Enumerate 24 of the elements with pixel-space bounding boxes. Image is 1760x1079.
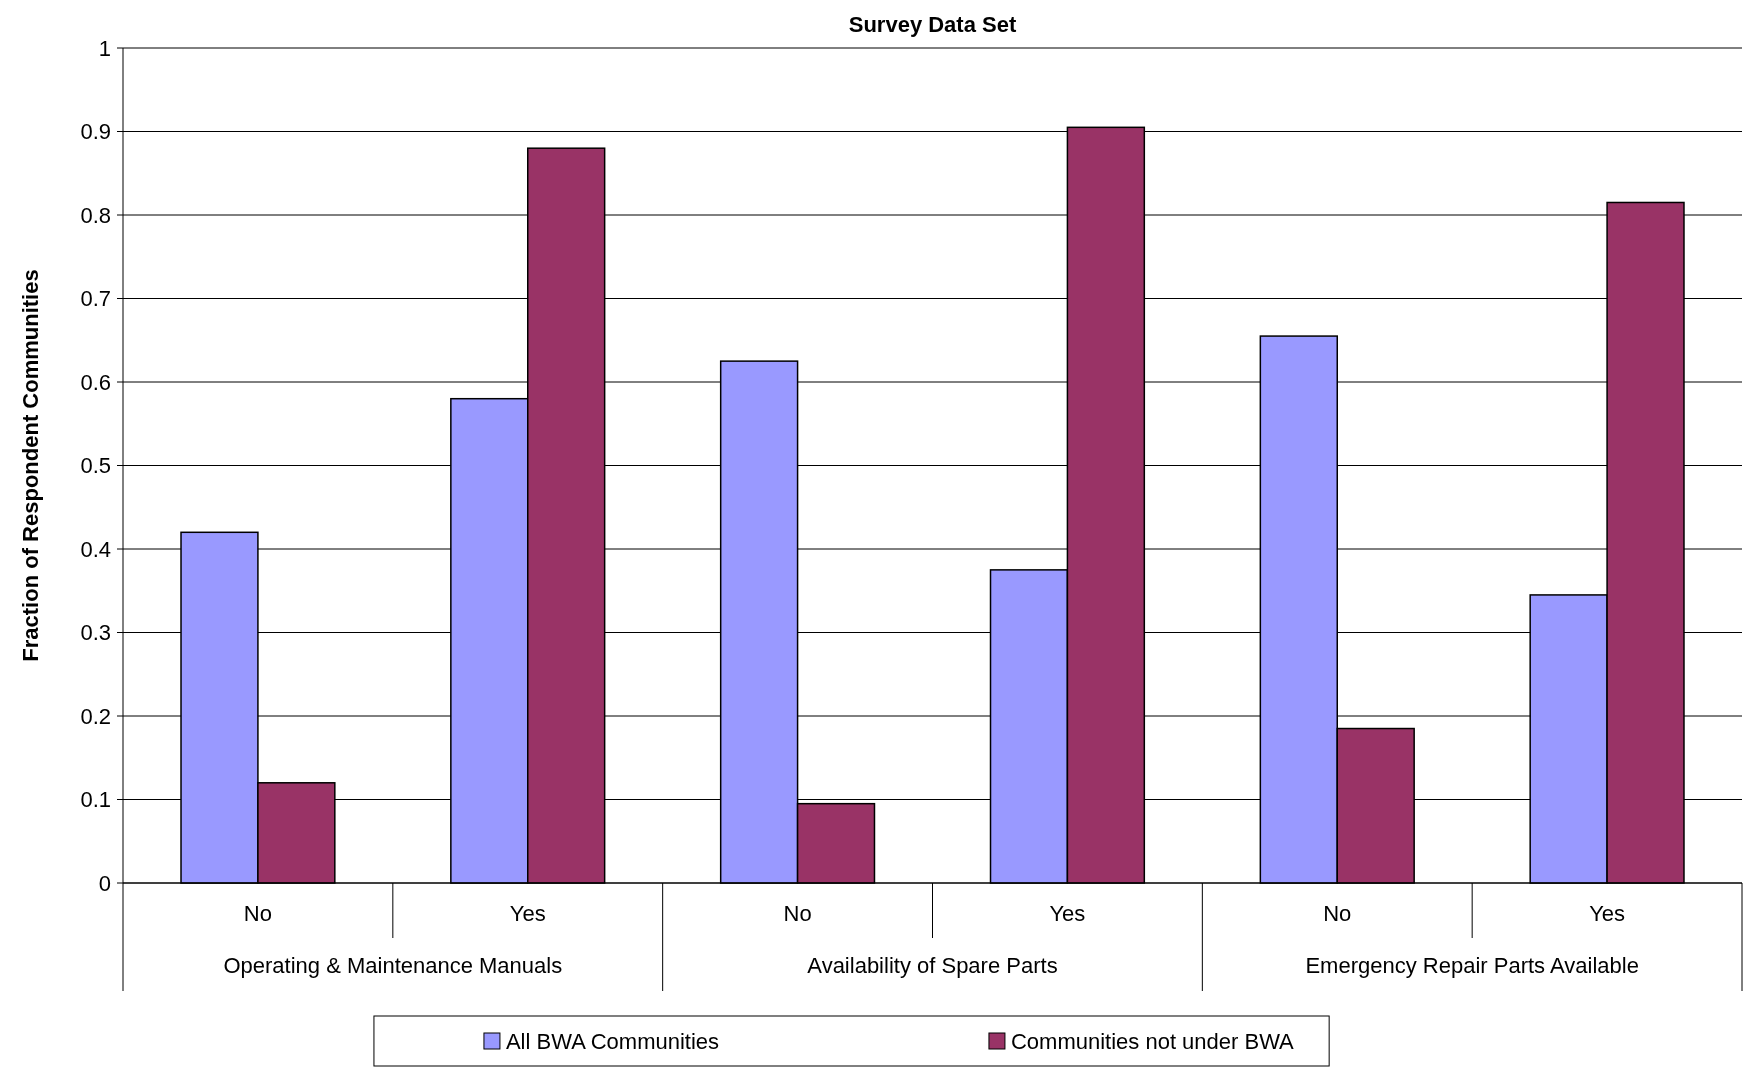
x-tick-label: No bbox=[1323, 901, 1352, 926]
y-tick-label: 0.6 bbox=[80, 369, 111, 395]
x-tick-label: Yes bbox=[509, 901, 546, 926]
x-tick-label: Yes bbox=[1589, 901, 1626, 926]
y-tick-label: 1 bbox=[98, 35, 111, 61]
y-tick-label: 0.7 bbox=[80, 286, 111, 312]
y-tick-label: 0 bbox=[98, 870, 111, 896]
x-tick-label: No bbox=[243, 901, 272, 926]
y-axis-title: Fraction of Respondent Communities bbox=[18, 269, 43, 662]
y-tick-label: 0.9 bbox=[80, 119, 111, 145]
text: Emergency Repair Parts Available bbox=[1305, 953, 1639, 978]
x-tick-label: No bbox=[783, 901, 812, 926]
chart-title: Survey Data Set bbox=[848, 12, 1017, 37]
y-tick-label: 0.1 bbox=[80, 787, 111, 813]
legend-label: Communities not under BWA bbox=[1010, 1028, 1295, 1054]
y-tick-label: 0.2 bbox=[80, 703, 111, 729]
legend-label: All BWA Communities bbox=[505, 1028, 720, 1054]
y-tick-label: 0.5 bbox=[80, 453, 111, 479]
y-tick-label: 0.4 bbox=[80, 536, 111, 562]
x-tick-label: Yes bbox=[1049, 901, 1086, 926]
y-tick-label: 0.3 bbox=[80, 620, 111, 646]
text: Operating & Maintenance Manuals bbox=[223, 953, 563, 978]
text: Availability of Spare Parts bbox=[807, 953, 1058, 978]
y-tick-label: 0.8 bbox=[80, 202, 111, 228]
